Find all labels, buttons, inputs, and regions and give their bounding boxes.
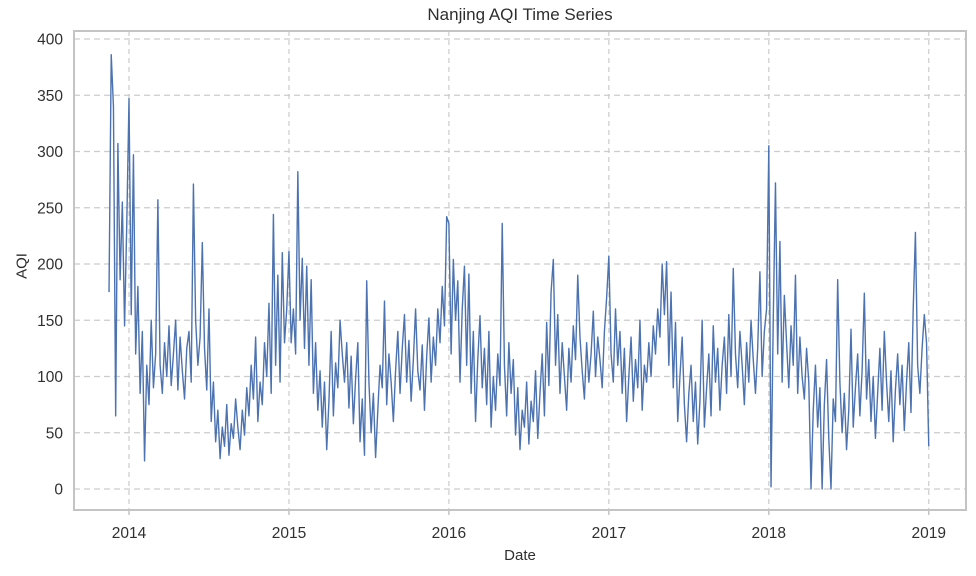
grid <box>74 31 966 510</box>
x-tick-label: 2017 <box>592 525 626 542</box>
y-axis-label: AQI <box>13 253 31 279</box>
x-tick-label: 2016 <box>432 525 466 542</box>
y-tick-label: 350 <box>37 88 63 105</box>
plot-border <box>73 30 967 511</box>
x-tick-label: 2018 <box>752 525 786 542</box>
x-tick-label: 2014 <box>112 525 147 542</box>
y-tick-label: 250 <box>37 200 63 217</box>
chart-title: Nanjing AQI Time Series <box>427 5 613 24</box>
y-tick-label: 150 <box>37 313 63 330</box>
x-tick-label: 2019 <box>912 525 946 542</box>
y-tick-label: 0 <box>54 482 63 499</box>
y-tick-label: 300 <box>37 144 63 161</box>
y-tick-label: 400 <box>37 32 63 49</box>
y-tick-label: 200 <box>37 257 63 274</box>
x-tick-label: 2015 <box>272 525 306 542</box>
x-axis-label: Date <box>504 547 536 564</box>
y-tick-label: 100 <box>37 369 63 386</box>
aqi-series-line <box>108 54 930 490</box>
y-tick-label: 50 <box>46 425 64 442</box>
